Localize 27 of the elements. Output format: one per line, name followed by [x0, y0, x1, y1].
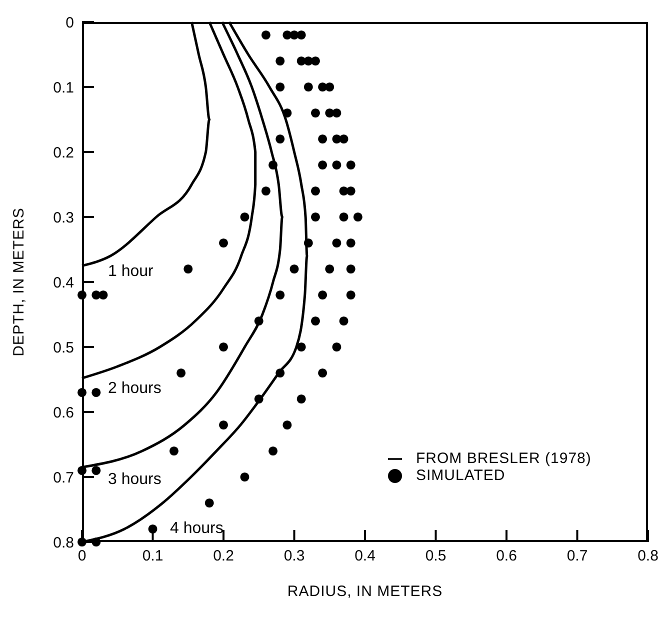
x-tick-label: 0.6: [496, 548, 517, 565]
legend-label: SIMULATED: [416, 467, 506, 484]
y-axis-title: DEPTH, IN METERS: [10, 208, 28, 356]
legend-label: FROM BRESLER (1978): [416, 450, 592, 467]
x-tick-label: 0.7: [566, 548, 588, 565]
y-tick-label: 0.4: [53, 274, 74, 292]
x-tick-label: 0.3: [284, 548, 305, 565]
x-tick-label: 0.5: [425, 548, 446, 565]
y-tick-label: 0.7: [53, 469, 74, 486]
annotation: 3 hours: [108, 471, 162, 489]
y-tick-label: 0.3: [53, 209, 74, 226]
annotation: 2 hours: [108, 380, 162, 398]
x-tick-label: 0: [78, 548, 86, 565]
y-tick-label: 0.1: [53, 79, 74, 96]
annotation: 1 hour: [108, 263, 154, 281]
x-axis-title: RADIUS, IN METERS: [287, 583, 443, 600]
x-tick-label: 0.8: [638, 548, 658, 565]
y-tick-label: 0.8: [53, 534, 74, 552]
x-tick-label: 0.2: [213, 548, 234, 565]
annotation: 4 hours: [170, 520, 224, 538]
x-tick-label: 0.1: [142, 548, 164, 565]
line-series: [80, 20, 257, 380]
y-tick-label: 0.5: [53, 339, 74, 356]
y-tick-label: 0.2: [53, 144, 74, 162]
y-tick-label: 0.6: [53, 404, 74, 422]
x-tick-label: 0.4: [354, 548, 376, 565]
y-tick-label: 0: [66, 14, 74, 32]
